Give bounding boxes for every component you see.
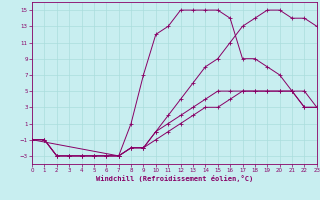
X-axis label: Windchill (Refroidissement éolien,°C): Windchill (Refroidissement éolien,°C) [96,175,253,182]
